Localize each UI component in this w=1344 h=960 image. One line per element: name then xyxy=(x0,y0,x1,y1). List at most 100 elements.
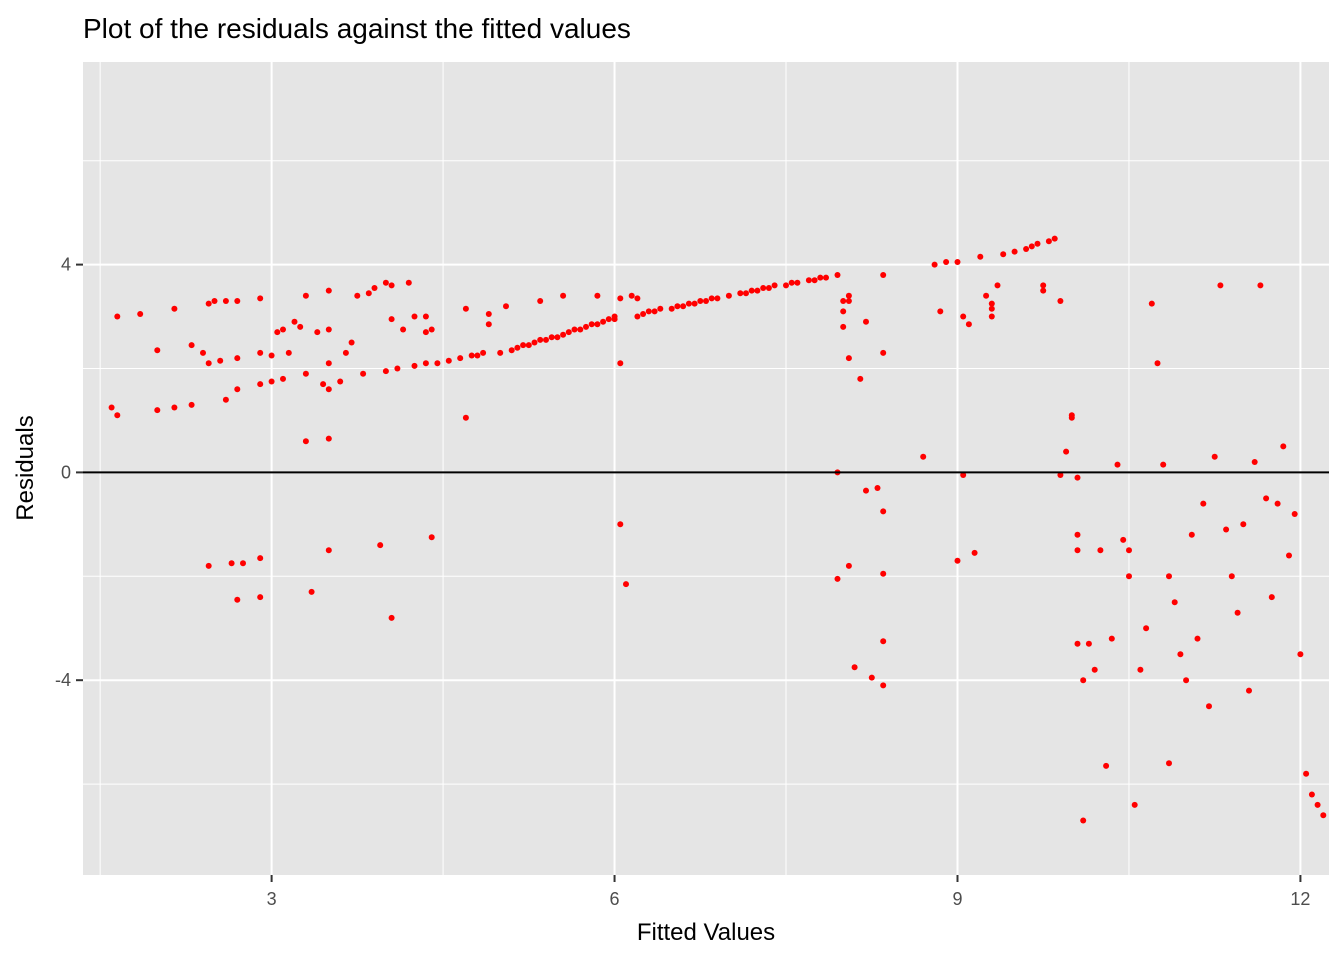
data-point xyxy=(154,407,161,414)
data-point xyxy=(1268,594,1275,601)
data-point xyxy=(657,305,664,312)
data-point xyxy=(222,396,229,403)
data-point xyxy=(988,313,995,320)
data-point xyxy=(480,349,487,356)
data-point xyxy=(188,401,195,408)
data-point xyxy=(114,412,121,419)
data-point xyxy=(760,285,767,291)
data-point xyxy=(285,349,292,356)
data-point xyxy=(377,542,384,549)
data-point xyxy=(920,453,927,460)
data-point xyxy=(531,339,538,346)
data-point xyxy=(1143,625,1150,632)
data-point xyxy=(325,287,332,294)
data-point xyxy=(1011,248,1018,255)
data-point xyxy=(257,594,264,601)
data-point xyxy=(1177,651,1184,658)
data-point xyxy=(1194,635,1201,642)
data-point xyxy=(1045,238,1052,245)
data-point xyxy=(845,298,852,304)
data-point xyxy=(783,282,789,289)
data-point xyxy=(514,344,521,351)
data-point xyxy=(988,300,995,307)
data-point xyxy=(1228,573,1235,580)
data-point xyxy=(422,360,429,367)
data-point xyxy=(560,331,567,338)
data-point xyxy=(680,303,687,310)
x-axis-ticks: 3 6 9 12 xyxy=(267,875,1310,909)
data-point xyxy=(954,259,961,265)
data-point xyxy=(943,259,950,265)
x-axis-title: Fitted Values xyxy=(637,919,775,946)
data-point xyxy=(743,290,749,297)
data-point xyxy=(634,313,641,320)
data-point xyxy=(765,285,772,291)
data-point xyxy=(497,349,504,356)
data-point xyxy=(834,575,841,582)
data-point xyxy=(503,303,509,310)
data-point xyxy=(748,287,755,294)
data-point xyxy=(1211,453,1218,460)
data-point xyxy=(954,557,961,564)
data-point xyxy=(937,308,944,315)
data-point xyxy=(691,300,698,307)
x-tick-label: 6 xyxy=(610,889,620,909)
data-point xyxy=(1286,552,1292,559)
plot-panel xyxy=(83,62,1329,875)
data-point xyxy=(994,282,1001,289)
data-point xyxy=(302,370,309,377)
y-axis-title: Residuals xyxy=(12,415,39,520)
data-point xyxy=(1028,243,1035,250)
data-point xyxy=(611,313,618,320)
data-point xyxy=(1246,687,1252,694)
data-point xyxy=(1080,817,1087,824)
data-point xyxy=(462,305,469,312)
data-point xyxy=(640,311,647,317)
data-point xyxy=(365,290,372,297)
data-point xyxy=(840,298,847,304)
data-point xyxy=(1120,536,1127,543)
data-point xyxy=(320,381,327,388)
data-point xyxy=(651,308,658,315)
data-point xyxy=(268,352,275,359)
data-point xyxy=(960,472,967,478)
data-point xyxy=(754,287,761,294)
data-point xyxy=(823,274,829,281)
data-point xyxy=(983,292,990,299)
data-point xyxy=(668,305,675,312)
data-point xyxy=(520,342,527,349)
data-point xyxy=(297,323,304,330)
data-point xyxy=(537,336,544,343)
data-point xyxy=(234,386,241,393)
data-point xyxy=(217,357,224,364)
data-point xyxy=(1085,640,1092,647)
data-point xyxy=(965,321,972,328)
data-point xyxy=(205,562,212,569)
data-point xyxy=(1188,531,1195,538)
data-point xyxy=(1154,360,1161,367)
data-point xyxy=(1171,599,1178,606)
data-point xyxy=(880,508,887,515)
data-point xyxy=(788,279,795,286)
data-point xyxy=(422,313,429,320)
data-point xyxy=(548,334,555,341)
data-point xyxy=(771,282,778,289)
data-point xyxy=(1137,666,1144,673)
data-point xyxy=(205,300,212,307)
data-point xyxy=(388,614,395,621)
data-point xyxy=(1074,531,1081,538)
data-point xyxy=(1057,298,1064,304)
data-point xyxy=(342,349,349,356)
data-point xyxy=(1251,459,1258,465)
data-point xyxy=(737,290,744,297)
data-point xyxy=(554,334,561,341)
data-point xyxy=(1074,640,1081,647)
data-point xyxy=(623,581,629,588)
data-point xyxy=(874,485,881,491)
data-point xyxy=(1023,246,1030,252)
data-point xyxy=(880,349,887,356)
data-point xyxy=(594,292,601,299)
data-point xyxy=(880,272,887,278)
data-point xyxy=(291,318,298,325)
